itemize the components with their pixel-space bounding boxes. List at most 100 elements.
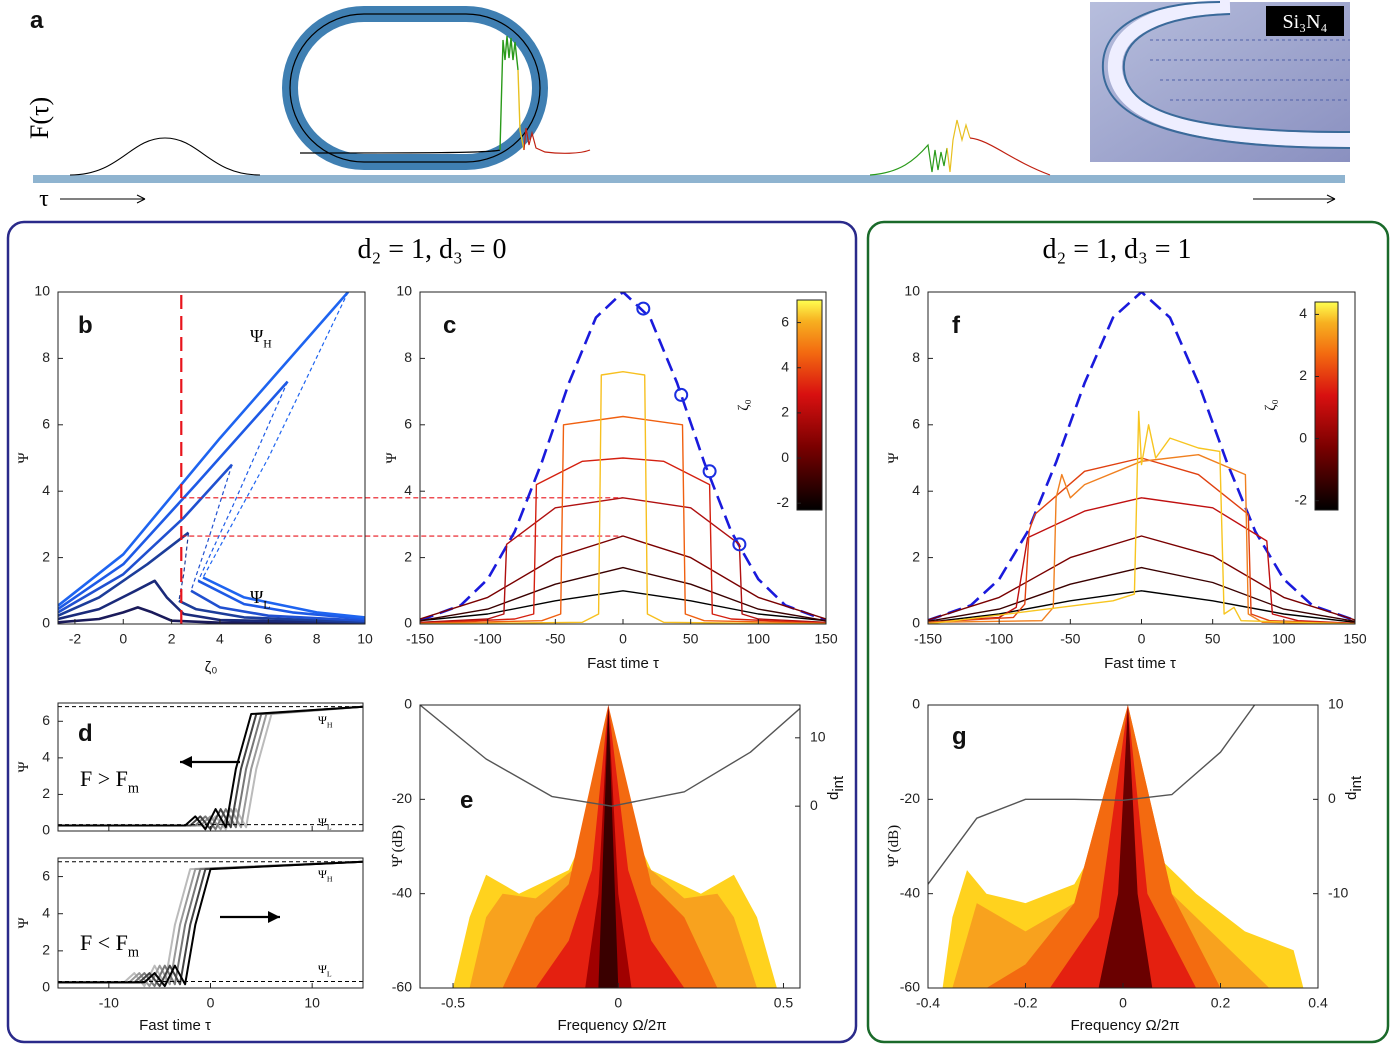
x-tick-label: 0.4 <box>1308 995 1328 1011</box>
curve <box>58 463 233 614</box>
dispersion-line <box>928 705 1256 885</box>
label-subscript: H <box>327 875 333 884</box>
x-tick-label: 0 <box>619 631 627 647</box>
curve <box>928 590 1355 623</box>
label-subscript: int <box>1348 775 1365 792</box>
plot-area <box>420 292 826 624</box>
curve <box>420 590 826 622</box>
curve <box>58 860 363 988</box>
label-text: d <box>825 792 842 800</box>
x-axis-label: Frequency Ω/2π <box>557 1017 666 1034</box>
colorbar-tick-label: -2 <box>1295 491 1308 507</box>
curve <box>58 705 363 831</box>
dispersion-line <box>420 705 800 807</box>
colorbar-label: ζ₀ <box>736 399 752 410</box>
y-tick-label: 10 <box>904 283 920 299</box>
y-axis-label: Ψ̂ (dB) <box>390 825 406 867</box>
x-tick-label: 0 <box>1119 995 1127 1011</box>
x-tick-label: 0 <box>614 995 622 1011</box>
y2-tick-label: 10 <box>1328 696 1344 712</box>
x-axis-label: Fast time τ <box>1104 655 1176 672</box>
x-tick-label: 150 <box>814 631 838 647</box>
x-tick-label: -150 <box>406 631 434 647</box>
y-axis-label: Ψ <box>384 452 400 464</box>
colorbar-tick-label: 6 <box>781 313 789 329</box>
y-tick-label: 6 <box>42 867 50 883</box>
label-text: Ψ <box>318 815 327 829</box>
spectrum-area <box>1098 705 1153 988</box>
y-tick-label: 8 <box>912 349 920 365</box>
curve <box>58 380 289 611</box>
x-tick-label: 0.2 <box>1211 995 1231 1011</box>
y-tick-label: -60 <box>392 979 412 995</box>
group-box <box>866 220 1390 1044</box>
label-subscript: H <box>327 721 333 730</box>
curve <box>197 579 365 621</box>
y2-tick-label: -10 <box>1328 884 1348 900</box>
y-tick-label: 10 <box>396 283 412 299</box>
schematic <box>33 0 1351 204</box>
colorbar <box>1314 301 1339 511</box>
colorbar-tick-label: 0 <box>1299 429 1307 445</box>
x-tick-label: 100 <box>747 631 771 647</box>
curve <box>420 566 826 622</box>
y-tick-label: -20 <box>900 790 920 806</box>
label-text: F > F <box>80 766 128 791</box>
spectrum-area <box>986 705 1221 988</box>
label-text: Ψ <box>318 713 327 727</box>
label-subscript: m <box>128 781 139 797</box>
panel-letter: g <box>952 723 967 750</box>
y-axis-label: Ψ <box>16 917 32 929</box>
label-subscript: L <box>263 598 270 611</box>
y2-tick-label: 0 <box>810 797 818 813</box>
colorbar-tick-label: 0 <box>781 449 789 465</box>
x-axis-label: Fast time τ <box>587 655 659 672</box>
y-tick-label: 8 <box>42 349 50 365</box>
marker <box>732 537 747 552</box>
curve <box>190 464 233 591</box>
x-tick-label: 0 <box>119 631 127 647</box>
group-title: d₂ = 1, d₃ = 1 <box>1042 234 1191 265</box>
y-tick-label: -40 <box>900 884 920 900</box>
x-tick-label: 8 <box>313 631 321 647</box>
x-tick-label: -0.2 <box>1013 995 1037 1011</box>
plot-area <box>58 705 363 831</box>
x-tick-label: -100 <box>474 631 502 647</box>
y-tick-label: 2 <box>404 548 412 564</box>
y-tick-label: 6 <box>42 712 50 728</box>
x-tick-label: -2 <box>69 631 82 647</box>
curve <box>928 535 1355 621</box>
label-text: Ψ <box>318 962 327 976</box>
curve <box>58 606 365 624</box>
panel-letter: b <box>78 312 93 339</box>
y-tick-label: 0 <box>404 696 412 712</box>
colorbar-tick-label: 4 <box>781 358 789 374</box>
y-tick-label: 4 <box>42 482 50 498</box>
x-tick-label: 2 <box>168 631 176 647</box>
x-tick-label: 0 <box>1138 631 1146 647</box>
label-text: d <box>1343 792 1360 800</box>
curve <box>197 381 289 582</box>
curve <box>58 860 363 988</box>
panel-letter: e <box>460 787 473 814</box>
y-tick-label: 2 <box>912 548 920 564</box>
marker <box>674 387 689 402</box>
y-tick-label: 4 <box>404 482 412 498</box>
y-tick-label: 0 <box>912 615 920 631</box>
colorbar-tick-label: 2 <box>1299 367 1307 383</box>
label-text: Ψ <box>250 326 264 346</box>
x-tick-label: -10 <box>99 995 119 1011</box>
x-tick-label: 4 <box>216 631 224 647</box>
x-tick-label: -100 <box>985 631 1013 647</box>
label-text: Ψ <box>250 587 264 607</box>
curve <box>928 410 1355 624</box>
y-tick-label: 2 <box>42 548 50 564</box>
curve <box>58 705 363 831</box>
y-tick-label: 2 <box>42 785 50 801</box>
y-axis-label: Ψ <box>16 452 32 464</box>
curve <box>202 292 349 578</box>
y-tick-label: 4 <box>42 904 50 920</box>
plot-area <box>420 705 800 988</box>
y-tick-label: 0 <box>42 822 50 838</box>
